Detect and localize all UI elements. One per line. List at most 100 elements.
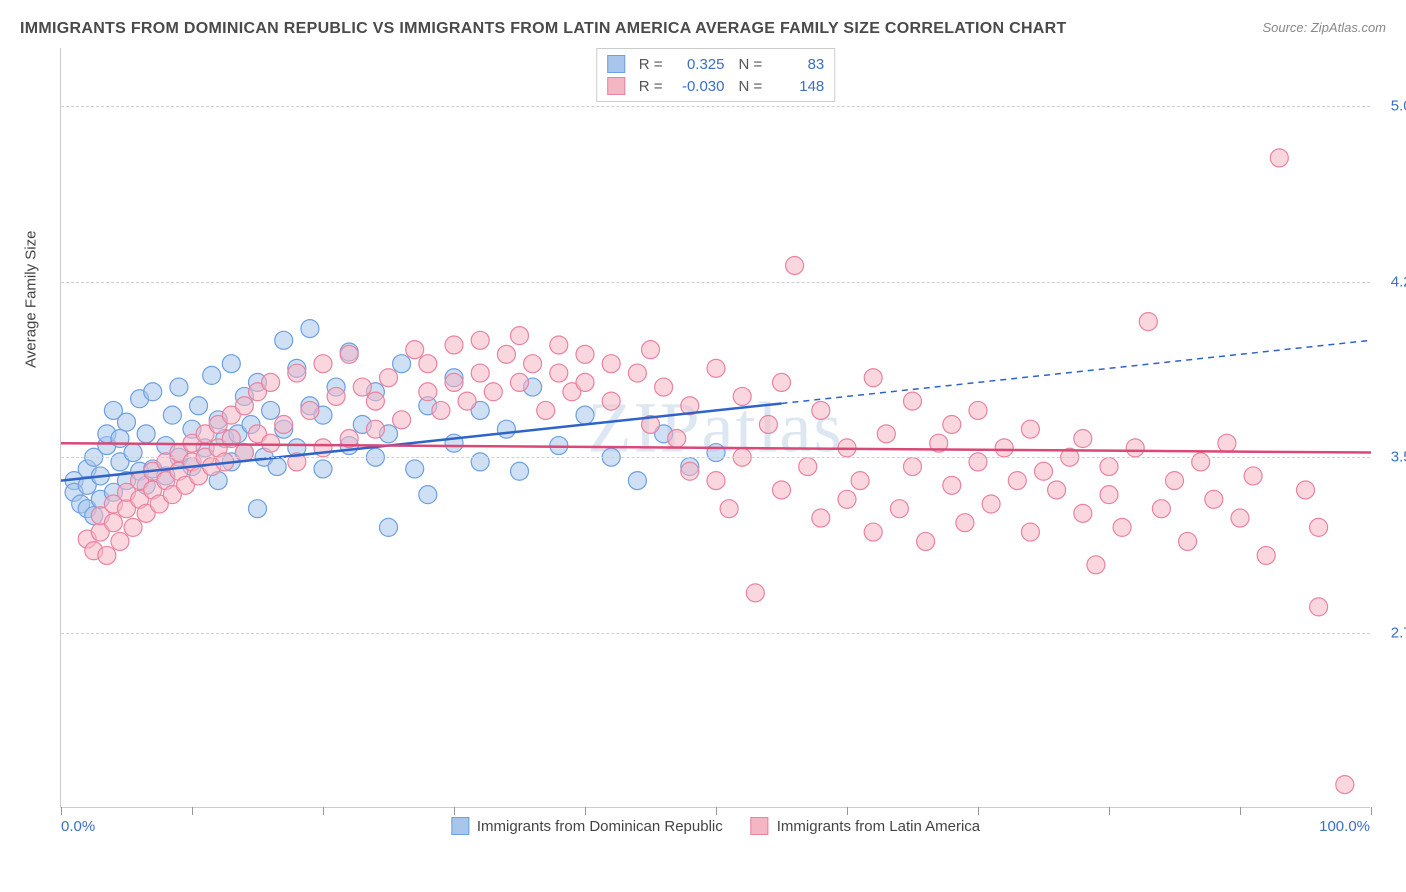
- scatter-point: [380, 369, 398, 387]
- scatter-point: [799, 458, 817, 476]
- scatter-point: [655, 378, 673, 396]
- scatter-point: [576, 345, 594, 363]
- scatter-point: [1074, 504, 1092, 522]
- scatter-point: [497, 420, 515, 438]
- r-value-2: -0.030: [671, 78, 725, 95]
- scatter-point: [235, 397, 253, 415]
- scatter-point: [838, 490, 856, 508]
- scatter-point: [537, 401, 555, 419]
- scatter-point: [235, 444, 253, 462]
- scatter-point: [890, 500, 908, 518]
- scatter-point: [628, 364, 646, 382]
- scatter-point: [419, 355, 437, 373]
- scatter-point: [419, 383, 437, 401]
- scatter-point: [432, 401, 450, 419]
- legend-item-1: Immigrants from Dominican Republic: [451, 817, 723, 835]
- scatter-point: [707, 444, 725, 462]
- scatter-point: [1152, 500, 1170, 518]
- n-value-2: 148: [770, 78, 824, 95]
- scatter-point: [163, 406, 181, 424]
- chart-title: IMMIGRANTS FROM DOMINICAN REPUBLIC VS IM…: [20, 20, 1386, 38]
- scatter-point: [707, 359, 725, 377]
- scatter-point: [550, 364, 568, 382]
- scatter-point: [707, 472, 725, 490]
- xtick: [454, 807, 455, 815]
- scatter-point: [576, 373, 594, 391]
- scatter-point: [1218, 434, 1236, 452]
- scatter-point: [406, 460, 424, 478]
- legend-stats-row-1: R = 0.325 N = 83: [607, 53, 825, 75]
- scatter-point: [1297, 481, 1315, 499]
- legend-label-1: Immigrants from Dominican Republic: [477, 818, 723, 835]
- ytick-label: 4.25: [1375, 273, 1406, 290]
- scatter-point: [746, 584, 764, 602]
- chart-svg: [61, 48, 1370, 807]
- scatter-point: [1166, 472, 1184, 490]
- scatter-point: [393, 355, 411, 373]
- scatter-point: [851, 472, 869, 490]
- legend-stats: R = 0.325 N = 83 R = -0.030 N = 148: [596, 48, 836, 102]
- scatter-point: [917, 532, 935, 550]
- scatter-point: [1021, 420, 1039, 438]
- scatter-point: [203, 366, 221, 384]
- scatter-point: [773, 373, 791, 391]
- scatter-point: [144, 383, 162, 401]
- scatter-point: [445, 373, 463, 391]
- scatter-point: [1100, 458, 1118, 476]
- scatter-point: [124, 518, 142, 536]
- xtick: [1109, 807, 1110, 815]
- scatter-point: [222, 355, 240, 373]
- scatter-point: [576, 406, 594, 424]
- scatter-point: [995, 439, 1013, 457]
- legend-label-2: Immigrants from Latin America: [777, 818, 980, 835]
- gridline: [61, 282, 1370, 283]
- scatter-point: [366, 420, 384, 438]
- scatter-point: [969, 401, 987, 419]
- scatter-point: [812, 509, 830, 527]
- source-label: Source: ZipAtlas.com: [1262, 20, 1386, 35]
- scatter-point: [301, 320, 319, 338]
- n-value-1: 83: [770, 56, 824, 73]
- scatter-point: [366, 392, 384, 410]
- scatter-point: [118, 413, 136, 431]
- legend-stats-row-2: R = -0.030 N = 148: [607, 75, 825, 97]
- legend-swatch-pink: [607, 77, 625, 95]
- r-label: R =: [639, 56, 663, 73]
- scatter-point: [314, 460, 332, 478]
- scatter-point: [956, 514, 974, 532]
- scatter-point: [877, 425, 895, 443]
- scatter-point: [1205, 490, 1223, 508]
- xtick: [1240, 807, 1241, 815]
- ytick-label: 5.00: [1375, 98, 1406, 115]
- scatter-point: [904, 392, 922, 410]
- scatter-point: [419, 486, 437, 504]
- scatter-point: [602, 392, 620, 410]
- scatter-point: [190, 397, 208, 415]
- scatter-point: [1074, 430, 1092, 448]
- x-axis-label-right: 100.0%: [1319, 818, 1370, 835]
- legend-swatch-blue: [451, 817, 469, 835]
- xtick: [585, 807, 586, 815]
- scatter-point: [1257, 546, 1275, 564]
- legend-swatch-pink: [751, 817, 769, 835]
- scatter-point: [1113, 518, 1131, 536]
- scatter-point: [170, 378, 188, 396]
- scatter-point: [275, 331, 293, 349]
- scatter-point: [124, 444, 142, 462]
- scatter-point: [458, 392, 476, 410]
- scatter-point: [943, 476, 961, 494]
- scatter-point: [471, 331, 489, 349]
- scatter-point: [1231, 509, 1249, 527]
- scatter-point: [864, 369, 882, 387]
- scatter-point: [393, 411, 411, 429]
- scatter-point: [1179, 532, 1197, 550]
- scatter-point: [380, 518, 398, 536]
- scatter-point: [262, 373, 280, 391]
- chart-container: IMMIGRANTS FROM DOMINICAN REPUBLIC VS IM…: [20, 20, 1386, 872]
- scatter-point: [982, 495, 1000, 513]
- n-label: N =: [739, 56, 763, 73]
- xtick: [192, 807, 193, 815]
- scatter-point: [943, 415, 961, 433]
- scatter-point: [1336, 776, 1354, 794]
- n-label: N =: [739, 78, 763, 95]
